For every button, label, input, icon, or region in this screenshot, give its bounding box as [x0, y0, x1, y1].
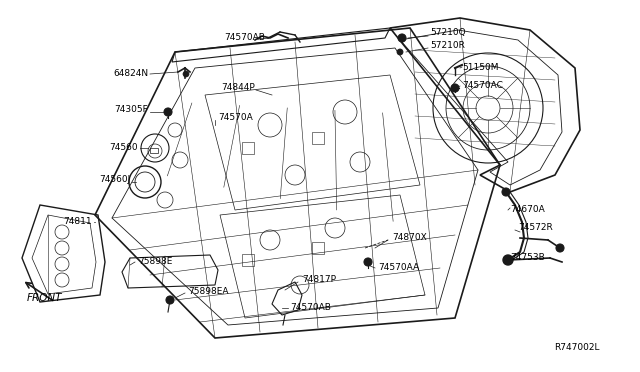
- Circle shape: [502, 188, 510, 196]
- Text: 57210R: 57210R: [430, 42, 465, 51]
- Text: 74670A: 74670A: [510, 205, 545, 215]
- Circle shape: [397, 49, 403, 55]
- Text: 74305F: 74305F: [115, 106, 148, 115]
- Text: 74570AA: 74570AA: [378, 263, 419, 273]
- Text: 74560J: 74560J: [99, 176, 130, 185]
- Circle shape: [183, 71, 189, 77]
- Circle shape: [556, 244, 564, 252]
- Bar: [242, 254, 254, 266]
- Text: R747002L: R747002L: [554, 343, 600, 353]
- Circle shape: [398, 34, 406, 42]
- Circle shape: [164, 108, 172, 116]
- Bar: [242, 142, 254, 154]
- Text: 51150M: 51150M: [462, 64, 499, 73]
- Text: 74572R: 74572R: [518, 224, 553, 232]
- Bar: [312, 242, 324, 254]
- Text: 74817P: 74817P: [302, 276, 336, 285]
- Text: 74570AB: 74570AB: [290, 304, 331, 312]
- Text: 74570AB: 74570AB: [224, 33, 265, 42]
- Text: 75898EA: 75898EA: [188, 288, 228, 296]
- Text: 74570A: 74570A: [218, 113, 253, 122]
- Text: 57210Q: 57210Q: [430, 28, 466, 36]
- Text: 64824N: 64824N: [113, 70, 148, 78]
- Text: 74844P: 74844P: [221, 83, 255, 93]
- Circle shape: [364, 258, 372, 266]
- Text: 74570AC: 74570AC: [462, 80, 503, 90]
- Text: 74753B: 74753B: [510, 253, 545, 263]
- Text: 75898E: 75898E: [138, 257, 172, 266]
- Text: FRONT: FRONT: [26, 293, 61, 303]
- Bar: [150, 148, 158, 153]
- Text: 74870X: 74870X: [392, 234, 427, 243]
- Circle shape: [451, 84, 459, 92]
- Circle shape: [503, 255, 513, 265]
- Circle shape: [166, 296, 174, 304]
- Bar: [312, 132, 324, 144]
- Text: 74560: 74560: [109, 144, 138, 153]
- Text: 74811: 74811: [63, 218, 92, 227]
